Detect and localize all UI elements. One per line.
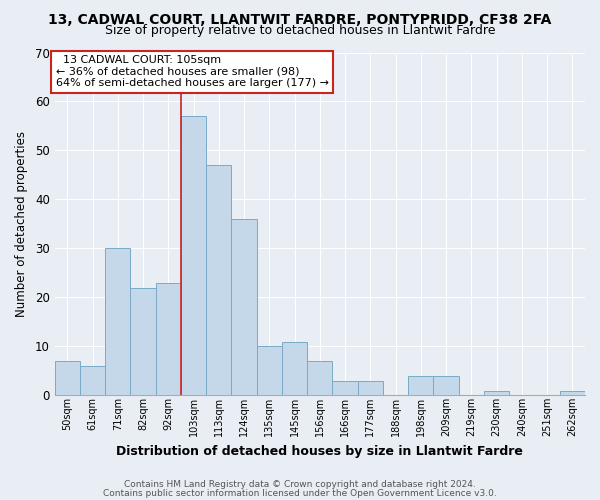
Bar (358, 380, 383, 396)
Bar (257, 346, 282, 396)
Text: Size of property relative to detached houses in Llantwit Fardre: Size of property relative to detached ho… (105, 24, 495, 37)
Bar (307, 361, 332, 396)
Bar (232, 219, 257, 396)
Text: Contains HM Land Registry data © Crown copyright and database right 2024.: Contains HM Land Registry data © Crown c… (124, 480, 476, 489)
Bar (105, 248, 130, 396)
Bar (282, 342, 307, 396)
Bar (155, 282, 181, 396)
Text: Contains public sector information licensed under the Open Government Licence v3: Contains public sector information licen… (103, 488, 497, 498)
Bar (560, 390, 585, 396)
Bar (206, 165, 232, 396)
Bar (332, 380, 358, 396)
Bar (181, 116, 206, 396)
Y-axis label: Number of detached properties: Number of detached properties (15, 131, 28, 317)
Bar (80, 366, 105, 396)
Bar (433, 376, 459, 396)
Bar (408, 376, 433, 396)
Text: 13, CADWAL COURT, LLANTWIT FARDRE, PONTYPRIDD, CF38 2FA: 13, CADWAL COURT, LLANTWIT FARDRE, PONTY… (49, 12, 551, 26)
Bar (55, 361, 80, 396)
X-axis label: Distribution of detached houses by size in Llantwit Fardre: Distribution of detached houses by size … (116, 444, 523, 458)
Text: 13 CADWAL COURT: 105sqm
← 36% of detached houses are smaller (98)
64% of semi-de: 13 CADWAL COURT: 105sqm ← 36% of detache… (56, 55, 329, 88)
Bar (130, 288, 155, 396)
Bar (484, 390, 509, 396)
